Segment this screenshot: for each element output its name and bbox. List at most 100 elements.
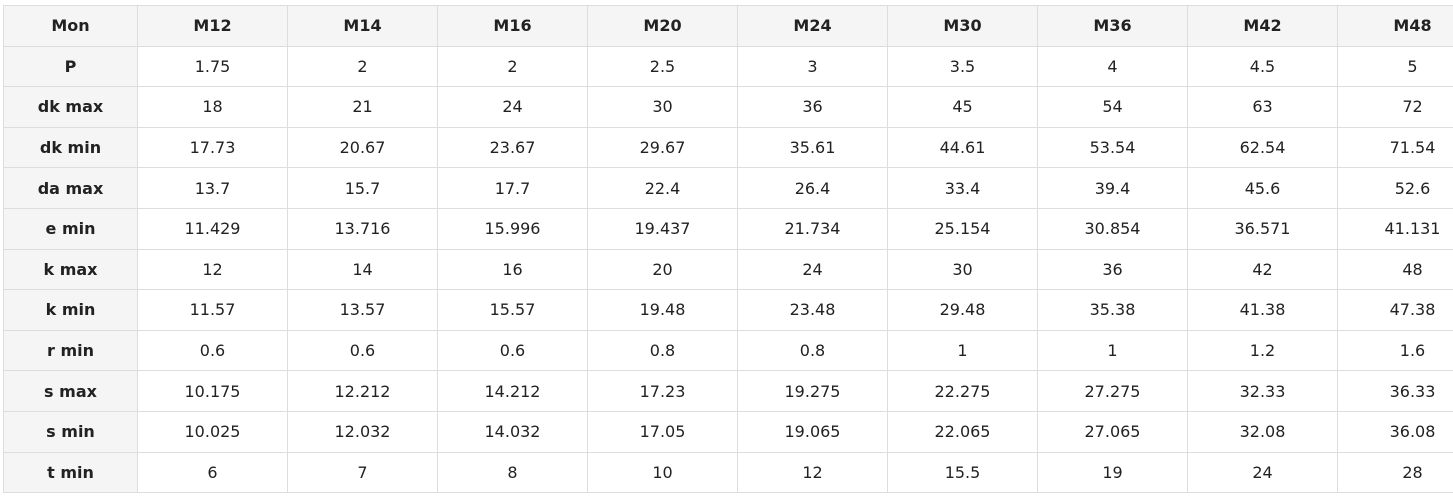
- table-cell: 17.7: [437, 167, 588, 209]
- table-row: s min 10.025 12.032 14.032 17.05 19.065 22.065…: [3, 410, 1453, 453]
- table-cell: 24: [437, 86, 588, 128]
- header-cell: M30: [887, 5, 1038, 47]
- table-cell: 47.38: [1337, 289, 1453, 331]
- table-cell: 52.6: [1337, 167, 1453, 209]
- table-cell: 30.854: [1037, 207, 1188, 250]
- table-cell: 23.48: [737, 289, 888, 331]
- table-cell: 35.38: [1037, 289, 1188, 331]
- table-cell: 0.8: [737, 329, 888, 372]
- table-cell: 72: [1337, 86, 1453, 128]
- row-header-cell: k max: [3, 248, 138, 291]
- table-cell: 0.6: [287, 329, 438, 372]
- table-cell: 12.032: [287, 410, 438, 453]
- table-cell: 17.73: [137, 126, 288, 169]
- table-cell: 12.212: [287, 370, 438, 412]
- table-cell: 22.065: [887, 410, 1038, 453]
- table-cell: 19.437: [587, 207, 738, 250]
- table-cell: 20: [587, 248, 738, 291]
- table-cell: 15.996: [437, 207, 588, 250]
- row-header-cell: da max: [3, 167, 138, 209]
- table-cell: 17.23: [587, 370, 738, 412]
- table-cell: 44.61: [887, 126, 1038, 169]
- table-cell: 4: [1037, 45, 1188, 88]
- table-cell: 2.5: [587, 45, 738, 88]
- table-cell: 11.57: [137, 289, 288, 331]
- table-cell: 29.67: [587, 126, 738, 169]
- table-row: k max 12 14 16 20 24 30 36 42 48: [3, 248, 1453, 291]
- table-cell: 24: [1187, 451, 1338, 494]
- table-cell: 32.08: [1187, 410, 1338, 453]
- table-cell: 0.6: [137, 329, 288, 372]
- table-cell: 18: [137, 86, 288, 128]
- table-cell: 10.025: [137, 410, 288, 453]
- table-cell: 39.4: [1037, 167, 1188, 209]
- table-row: da max 13.7 15.7 17.7 22.4 26.4 33.4 39.4 45.6 52…: [3, 167, 1453, 209]
- table-cell: 45: [887, 86, 1038, 128]
- table-cell: 22.4: [587, 167, 738, 209]
- table-cell: 10.175: [137, 370, 288, 412]
- table-cell: 7: [287, 451, 438, 494]
- table-cell: 6: [137, 451, 288, 494]
- table-cell: 29.48: [887, 289, 1038, 331]
- table-cell: 19.275: [737, 370, 888, 412]
- table-cell: 11.429: [137, 207, 288, 250]
- table-row: e min 11.429 13.716 15.996 19.437 21.734 25.15…: [3, 207, 1453, 250]
- table-cell: 16: [437, 248, 588, 291]
- table-cell: 12: [137, 248, 288, 291]
- table-cell: 15.7: [287, 167, 438, 209]
- table-cell: 1.2: [1187, 329, 1338, 372]
- table-row: dk min 17.73 20.67 23.67 29.67 35.61 44.61 53.5…: [3, 126, 1453, 169]
- table-container: Mon M12 M14 M16 M20 M24 M30 M36 M42 M48 P 1.75 2 2 2.…: [3, 5, 1453, 497]
- table-body: P 1.75 2 2 2.5 3 3.5 4 4.5 5 dk max 18 21 24 30 36 45 54 6…: [3, 45, 1453, 494]
- table-cell: 13.716: [287, 207, 438, 250]
- table-cell: 10: [587, 451, 738, 494]
- table-cell: 13.57: [287, 289, 438, 331]
- table-cell: 41.38: [1187, 289, 1338, 331]
- table-cell: 32.33: [1187, 370, 1338, 412]
- table-cell: 42: [1187, 248, 1338, 291]
- table-cell: 41.131: [1337, 207, 1453, 250]
- row-header-cell: dk max: [3, 86, 138, 128]
- table-cell: 54: [1037, 86, 1188, 128]
- table-cell: 3.5: [887, 45, 1038, 88]
- header-cell: M14: [287, 5, 438, 47]
- table-cell: 48: [1337, 248, 1453, 291]
- header-cell: M16: [437, 5, 588, 47]
- table-row: s max 10.175 12.212 14.212 17.23 19.275 22.275…: [3, 370, 1453, 412]
- table-row: t min 6 7 8 10 12 15.5 19 24 28: [3, 451, 1453, 494]
- table-cell: 53.54: [1037, 126, 1188, 169]
- table-cell: 27.065: [1037, 410, 1188, 453]
- table-cell: 2: [437, 45, 588, 88]
- table-cell: 26.4: [737, 167, 888, 209]
- table-cell: 14.212: [437, 370, 588, 412]
- table-cell: 36.08: [1337, 410, 1453, 453]
- table-cell: 30: [587, 86, 738, 128]
- header-cell: M24: [737, 5, 888, 47]
- header-row: Mon M12 M14 M16 M20 M24 M30 M36 M42 M48: [3, 5, 1453, 47]
- table-cell: 21.734: [737, 207, 888, 250]
- row-header-cell: e min: [3, 207, 138, 250]
- table-cell: 71.54: [1337, 126, 1453, 169]
- table-cell: 36: [737, 86, 888, 128]
- table-cell: 19: [1037, 451, 1188, 494]
- table-cell: 28: [1337, 451, 1453, 494]
- header-cell: M42: [1187, 5, 1338, 47]
- table-cell: 21: [287, 86, 438, 128]
- table-cell: 13.7: [137, 167, 288, 209]
- table-cell: 62.54: [1187, 126, 1338, 169]
- table-row: k min 11.57 13.57 15.57 19.48 23.48 29.48 35.38…: [3, 289, 1453, 331]
- table-cell: 27.275: [1037, 370, 1188, 412]
- table-cell: 8: [437, 451, 588, 494]
- table-cell: 4.5: [1187, 45, 1338, 88]
- table-cell: 30: [887, 248, 1038, 291]
- row-header-cell: r min: [3, 329, 138, 372]
- table-cell: 14.032: [437, 410, 588, 453]
- table-cell: 1.6: [1337, 329, 1453, 372]
- table-cell: 36.571: [1187, 207, 1338, 250]
- table-cell: 17.05: [587, 410, 738, 453]
- table-cell: 12: [737, 451, 888, 494]
- row-header-cell: s min: [3, 410, 138, 453]
- table-cell: 0.6: [437, 329, 588, 372]
- table-cell: 1.75: [137, 45, 288, 88]
